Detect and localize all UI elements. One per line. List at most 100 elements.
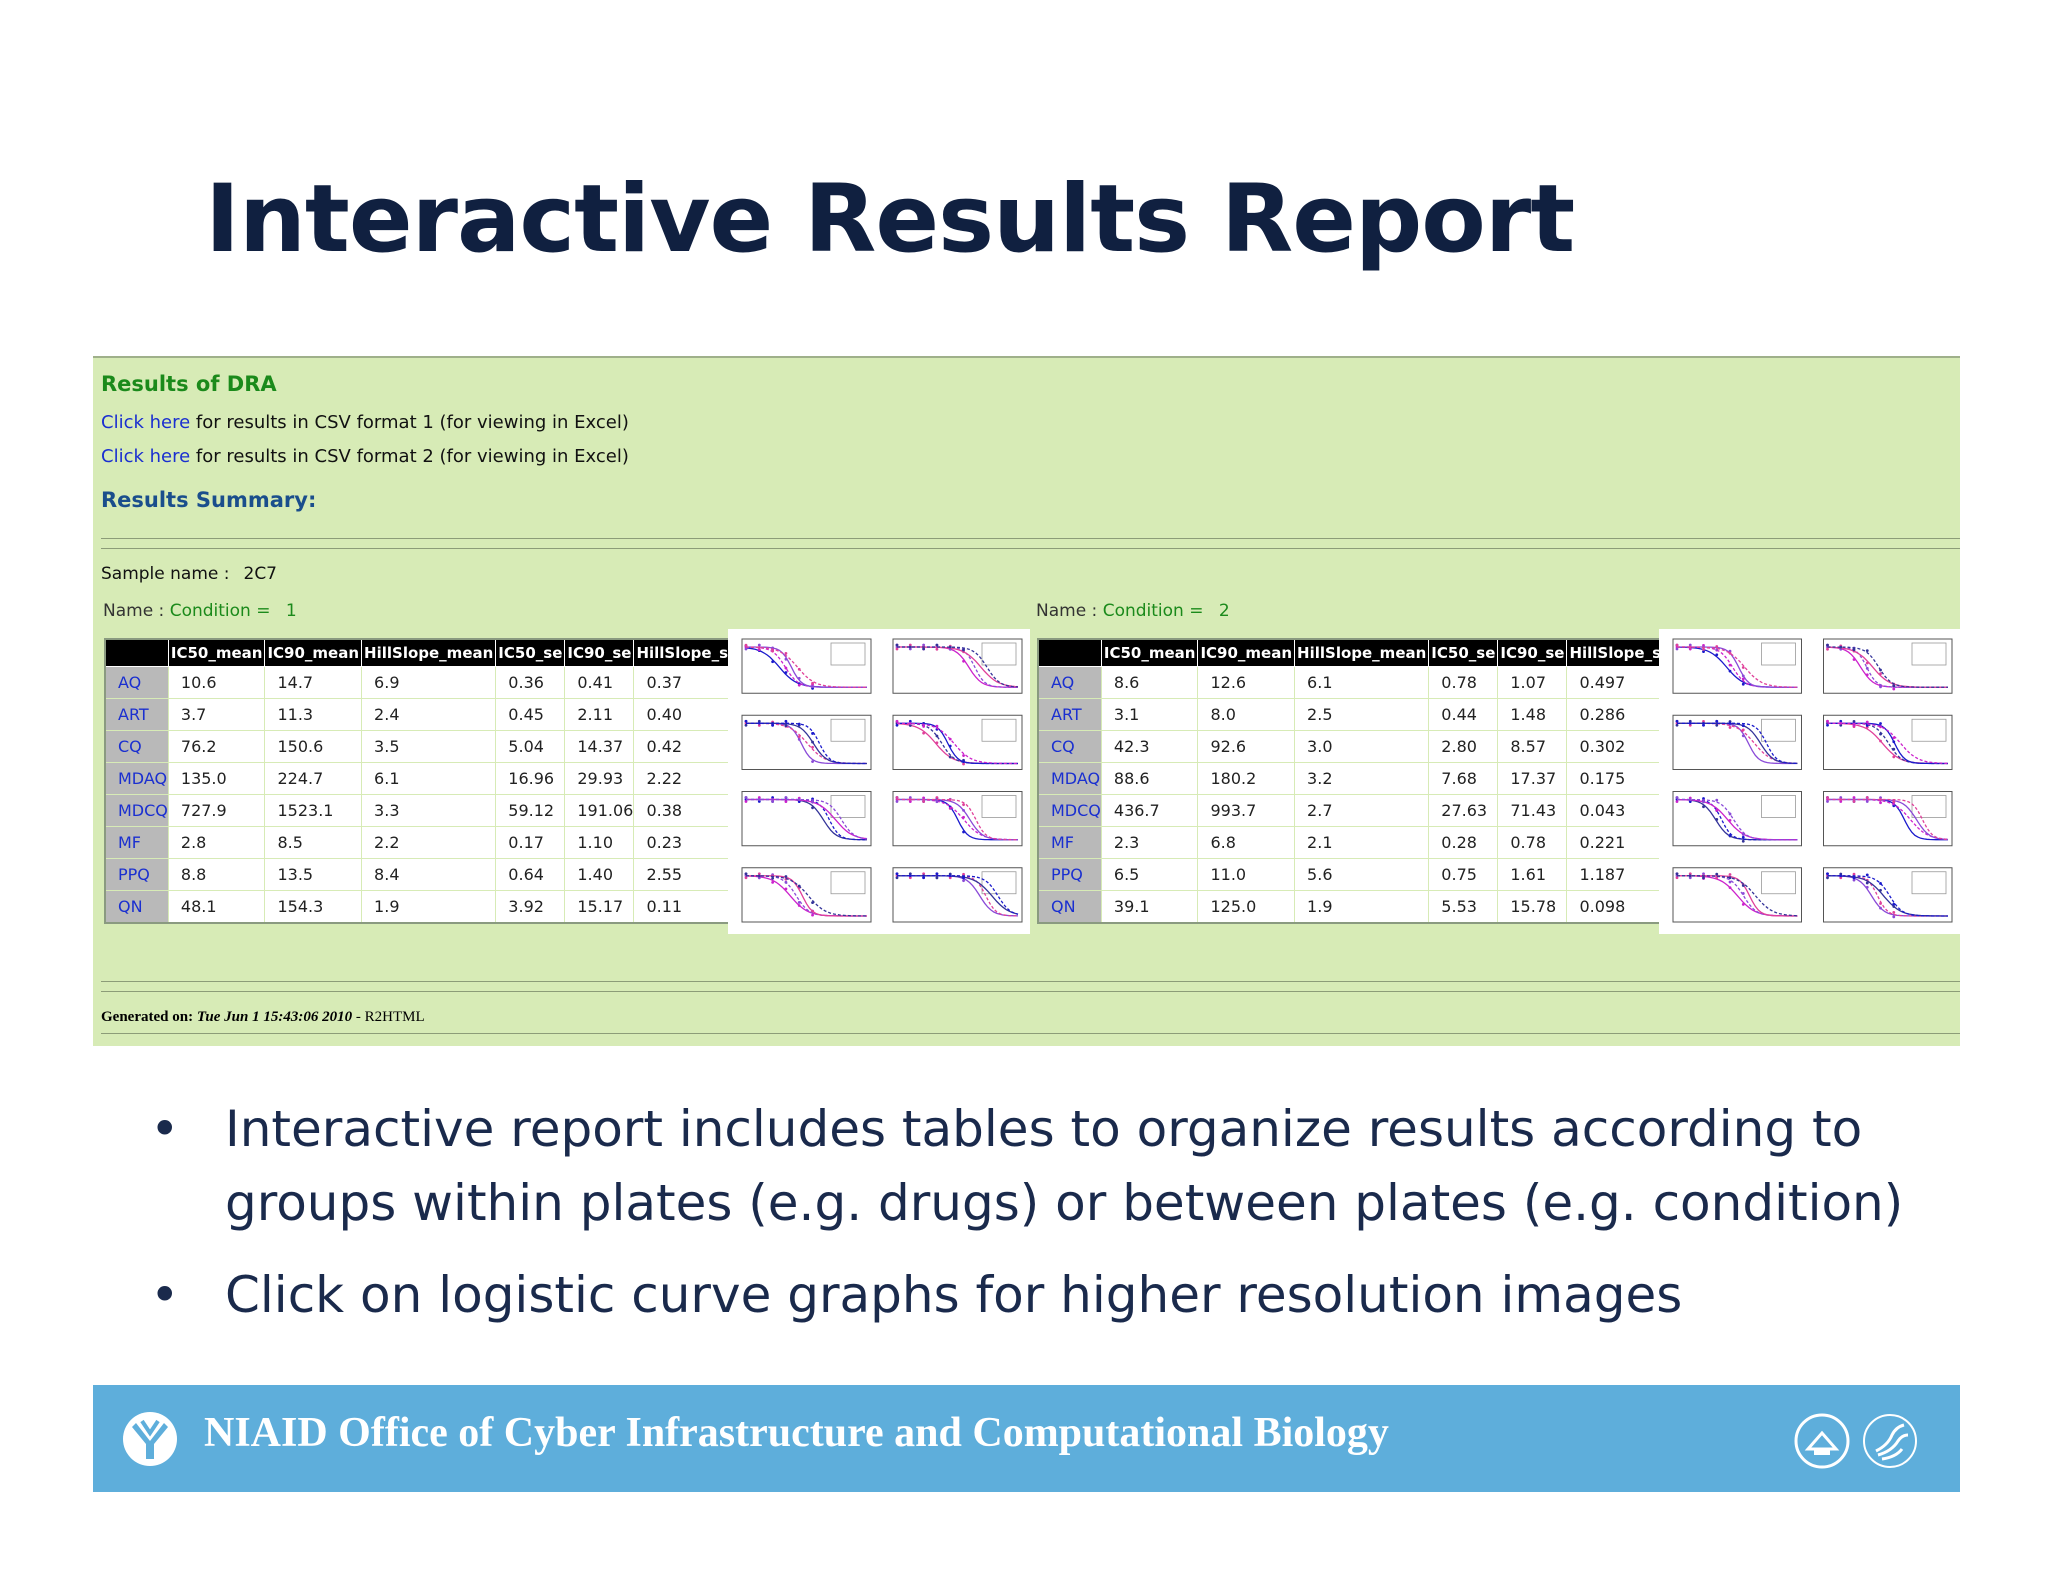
logistic-curve-graph[interactable] — [892, 638, 1023, 694]
logistic-curve-graph[interactable] — [1823, 867, 1953, 923]
logistic-curve-graph[interactable] — [1823, 714, 1953, 770]
table-cell: 11.0 — [1197, 858, 1296, 891]
logistic-curve-graph[interactable] — [1672, 714, 1802, 770]
column-header: IC90_mean — [264, 638, 363, 667]
column-header: IC90_se — [564, 638, 635, 667]
table-row: QN 48.1 154.3 1.9 3.92 15.17 0.11 — [104, 890, 742, 924]
table-cell: 1.40 — [564, 858, 635, 891]
table-cell: 0.175 — [1566, 762, 1675, 795]
drug-link[interactable]: ART — [1037, 698, 1102, 731]
table-cell: 2.5 — [1294, 698, 1430, 731]
table-cell: 16.96 — [495, 762, 566, 795]
niaid-banner: NIAID Office of Cyber Infrastructure and… — [93, 1385, 1960, 1492]
logistic-curve-graph[interactable] — [741, 867, 872, 923]
drug-link[interactable]: PPQ — [104, 858, 169, 891]
drug-link[interactable]: AQ — [104, 666, 169, 699]
results-summary-heading: Results Summary: — [101, 488, 317, 512]
csv-format-2-link[interactable]: Click here — [101, 446, 191, 467]
table-cell: 0.286 — [1566, 698, 1675, 731]
table-cell: 2.80 — [1428, 730, 1499, 763]
drug-link[interactable]: MDAQ — [104, 762, 169, 795]
logistic-curve-graph[interactable] — [1672, 791, 1802, 847]
table-cell: 0.098 — [1566, 890, 1675, 924]
table-row: MDCQ 727.9 1523.1 3.3 59.12 191.06 0.38 — [104, 794, 742, 827]
generated-label: Generated on: — [101, 1009, 194, 1025]
logistic-curve-graph[interactable] — [1672, 638, 1802, 694]
csv-format-1-link[interactable]: Click here — [101, 412, 191, 433]
table-cell: 224.7 — [264, 762, 363, 795]
table-cell: 1.61 — [1497, 858, 1568, 891]
table-cell: 0.78 — [1428, 666, 1499, 699]
name-label: Name : — [1036, 601, 1098, 621]
table-cell: 5.04 — [495, 730, 566, 763]
drug-link[interactable]: CQ — [104, 730, 169, 763]
column-header: IC50_mean — [1100, 638, 1199, 667]
table-cell: 3.2 — [1294, 762, 1430, 795]
table-cell: 15.17 — [564, 890, 635, 924]
drug-link[interactable]: QN — [1037, 890, 1102, 924]
drug-link[interactable]: MF — [104, 826, 169, 859]
table-row: MDCQ 436.7 993.7 2.7 27.63 71.43 0.043 — [1037, 794, 1675, 827]
bullet-list: • Interactive report includes tables to o… — [150, 1092, 2000, 1332]
table-cell: 0.41 — [564, 666, 635, 699]
drug-link[interactable]: QN — [104, 890, 169, 924]
table-cell: 0.40 — [633, 698, 742, 731]
logistic-curve-graph[interactable] — [892, 791, 1023, 847]
table-cell: 125.0 — [1197, 890, 1296, 924]
table-cell: 0.36 — [495, 666, 566, 699]
drug-link[interactable]: ART — [104, 698, 169, 731]
logistic-curve-graph[interactable] — [741, 714, 872, 770]
condition-label: Condition = — [1102, 601, 1204, 621]
table-cell: 14.7 — [264, 666, 363, 699]
generated-on: Generated on: Tue Jun 1 15:43:06 2010 - … — [101, 1009, 425, 1026]
name-label: Name : — [103, 601, 165, 621]
table-row: MF 2.8 8.5 2.2 0.17 1.10 0.23 — [104, 826, 742, 859]
table-cell: 13.5 — [264, 858, 363, 891]
condition-2-label: Name : Condition = 2 — [1036, 601, 1230, 621]
table-cell: 6.1 — [361, 762, 497, 795]
table-cell: 191.06 — [564, 794, 635, 827]
csv-link-line-1: Click here for results in CSV format 1 (… — [101, 412, 629, 433]
table-cell: 2.2 — [361, 826, 497, 859]
logistic-curve-graph[interactable] — [1672, 867, 1802, 923]
logistic-curve-graph[interactable] — [892, 867, 1023, 923]
table-cell: 0.44 — [1428, 698, 1499, 731]
table-cell: 17.37 — [1497, 762, 1568, 795]
table-cell: 1.9 — [1294, 890, 1430, 924]
drug-link[interactable]: MDCQ — [104, 794, 169, 827]
table-row: ART 3.1 8.0 2.5 0.44 1.48 0.286 — [1037, 698, 1675, 731]
drug-link[interactable]: AQ — [1037, 666, 1102, 699]
slide-title: Interactive Results Report — [205, 165, 1575, 274]
report-heading: Results of DRA — [101, 372, 277, 396]
table-cell: 180.2 — [1197, 762, 1296, 795]
drug-link[interactable]: MF — [1037, 826, 1102, 859]
drug-link[interactable]: MDAQ — [1037, 762, 1102, 795]
table-cell: 0.28 — [1428, 826, 1499, 859]
table-cell: 1.48 — [1497, 698, 1568, 731]
drug-link[interactable]: PPQ — [1037, 858, 1102, 891]
logistic-curve-graph[interactable] — [1823, 638, 1953, 694]
table-cell: 3.7 — [167, 698, 266, 731]
table-row: MDAQ 135.0 224.7 6.1 16.96 29.93 2.22 — [104, 762, 742, 795]
table-header-row: IC50_mean IC90_mean HillSlope_mean IC50_se I… — [104, 638, 742, 667]
table-cell: 7.68 — [1428, 762, 1499, 795]
logistic-curve-graph[interactable] — [892, 714, 1023, 770]
logistic-curve-graph[interactable] — [1823, 791, 1953, 847]
column-header: IC50_se — [495, 638, 566, 667]
logistic-curve-graph[interactable] — [741, 638, 872, 694]
table-cell: 2.7 — [1294, 794, 1430, 827]
condition-label: Condition = — [169, 601, 271, 621]
column-header: IC90_mean — [1197, 638, 1296, 667]
table-cell: 6.1 — [1294, 666, 1430, 699]
logistic-curve-graph[interactable] — [741, 791, 872, 847]
bullet-item: • Interactive report includes tables to o… — [150, 1092, 2000, 1240]
table-cell: 0.78 — [1497, 826, 1568, 859]
drug-link[interactable]: MDCQ — [1037, 794, 1102, 827]
table-cell: 0.75 — [1428, 858, 1499, 891]
drug-link[interactable]: CQ — [1037, 730, 1102, 763]
table-cell: 2.8 — [167, 826, 266, 859]
condition-1-label: Name : Condition = 1 — [103, 601, 297, 621]
column-header: HillSlope_mean — [361, 638, 497, 667]
table-cell: 0.45 — [495, 698, 566, 731]
table-cell: 993.7 — [1197, 794, 1296, 827]
